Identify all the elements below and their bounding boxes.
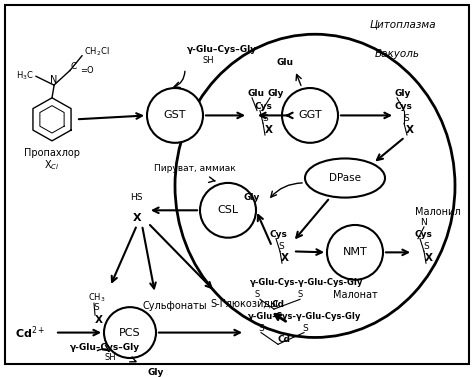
Text: X: X: [133, 213, 142, 223]
Text: GGT: GGT: [298, 110, 322, 120]
Text: N: N: [50, 75, 58, 85]
Text: =O: =O: [80, 66, 94, 75]
Circle shape: [147, 88, 203, 143]
Text: S: S: [278, 242, 284, 251]
Text: Glu: Glu: [248, 89, 265, 98]
Text: S: S: [262, 114, 268, 123]
Text: DPase: DPase: [329, 173, 361, 183]
Text: Пропахлор: Пропахлор: [24, 148, 80, 158]
Ellipse shape: [305, 158, 385, 198]
Text: S: S: [93, 303, 99, 312]
Circle shape: [104, 307, 156, 358]
Text: S: S: [403, 114, 409, 123]
Text: CSL: CSL: [218, 205, 238, 215]
Text: X: X: [95, 315, 103, 325]
Text: CH$_2$Cl: CH$_2$Cl: [84, 46, 109, 58]
Text: Вакуоль: Вакуоль: [375, 49, 420, 59]
Text: NMT: NMT: [343, 247, 367, 257]
Text: S: S: [302, 323, 308, 333]
Text: Cd$^{2+}$: Cd$^{2+}$: [15, 324, 46, 341]
Text: SH: SH: [203, 55, 215, 64]
Text: Малонил: Малонил: [415, 207, 461, 217]
Text: Cys: Cys: [415, 230, 433, 239]
Text: PCS: PCS: [119, 328, 141, 337]
Text: X$_{Cl}$: X$_{Cl}$: [44, 158, 60, 172]
Text: Gly: Gly: [395, 89, 411, 98]
Text: γ-Glu–Cys–Gly: γ-Glu–Cys–Gly: [70, 343, 140, 352]
Text: S: S: [423, 242, 429, 251]
Text: γ-Glu–Cys–Gly: γ-Glu–Cys–Gly: [187, 45, 257, 54]
Text: Цитоплазма: Цитоплазма: [370, 20, 437, 29]
Text: H$_3$C: H$_3$C: [16, 69, 34, 81]
Text: Малонат: Малонат: [333, 290, 377, 300]
Text: X: X: [406, 125, 414, 135]
Text: C: C: [71, 62, 77, 71]
Text: Cys: Cys: [395, 101, 413, 110]
Text: HS: HS: [130, 193, 143, 202]
Text: Cys: Cys: [255, 101, 273, 110]
Text: CH$_3$: CH$_3$: [88, 291, 106, 304]
Text: Пируват, аммиак: Пируват, аммиак: [154, 164, 236, 173]
Text: Сульфонаты: Сульфонаты: [143, 301, 208, 311]
Text: S: S: [255, 290, 260, 299]
Text: Cys: Cys: [270, 230, 288, 239]
Text: Gly: Gly: [244, 193, 260, 202]
Text: S: S: [258, 323, 264, 333]
Text: X: X: [265, 125, 273, 135]
Text: γ-Glu-Cys-γ-Glu-Cys-Gly: γ-Glu-Cys-γ-Glu-Cys-Gly: [250, 277, 364, 287]
Text: Cd: Cd: [278, 335, 291, 344]
FancyBboxPatch shape: [5, 5, 469, 364]
Text: Glu: Glu: [276, 58, 293, 66]
Text: X: X: [281, 253, 289, 263]
Text: Gly: Gly: [268, 89, 284, 98]
Text: S-Глюкозиды: S-Глюкозиды: [210, 298, 278, 308]
Text: Gly: Gly: [148, 368, 164, 377]
Text: X: X: [425, 253, 433, 263]
Text: S: S: [298, 290, 303, 299]
Circle shape: [327, 225, 383, 280]
Circle shape: [200, 183, 256, 238]
Text: GST: GST: [164, 110, 186, 120]
Text: γ-Glu-Cys-γ-Glu-Cys-Gly: γ-Glu-Cys-γ-Glu-Cys-Gly: [248, 312, 361, 321]
Text: N: N: [420, 218, 427, 227]
Text: SH: SH: [105, 353, 117, 362]
Text: Cd: Cd: [272, 300, 285, 309]
Circle shape: [282, 88, 338, 143]
